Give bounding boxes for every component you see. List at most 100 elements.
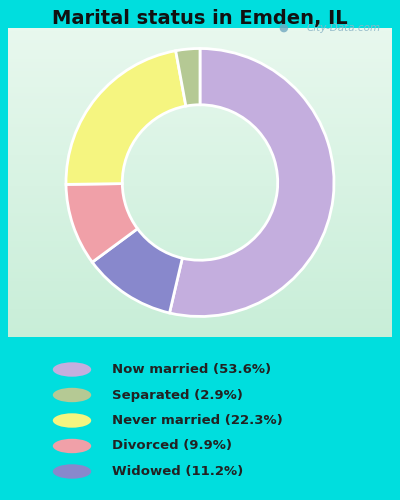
Bar [8,46,392,50]
Bar [8,210,392,214]
Bar [8,275,392,278]
Bar [8,93,392,96]
Wedge shape [66,184,138,262]
Bar [8,316,392,318]
Text: Separated (2.9%): Separated (2.9%) [112,388,243,402]
Text: Widowed (11.2%): Widowed (11.2%) [112,465,243,478]
Bar [8,173,392,176]
Bar [8,306,392,309]
Bar [8,256,392,260]
Bar [8,112,392,114]
Bar [8,324,392,328]
Bar [8,186,392,188]
Bar [8,235,392,238]
Bar [8,59,392,62]
Text: Marital status in Emden, IL: Marital status in Emden, IL [52,9,348,28]
Bar [8,44,392,46]
Bar [8,176,392,180]
Bar [8,68,392,71]
Wedge shape [66,50,186,184]
Text: ●: ● [278,22,288,32]
Wedge shape [176,48,200,106]
Bar [8,114,392,117]
Circle shape [53,464,91,478]
Bar [8,105,392,108]
Bar [8,328,392,331]
Bar [8,192,392,195]
Bar [8,96,392,99]
Bar [8,266,392,269]
Bar [8,180,392,182]
Bar [8,164,392,167]
Bar [8,204,392,207]
Bar [8,250,392,254]
Bar [8,102,392,105]
Text: Now married (53.6%): Now married (53.6%) [112,363,271,376]
Bar [8,78,392,80]
Bar [8,154,392,158]
Wedge shape [170,48,334,316]
Bar [8,108,392,112]
Bar [8,318,392,322]
Bar [8,118,392,120]
Bar [8,167,392,170]
Text: Never married (22.3%): Never married (22.3%) [112,414,283,427]
Bar [8,244,392,248]
Bar [8,272,392,275]
Bar [8,161,392,164]
Bar [8,207,392,210]
Bar [8,133,392,136]
Bar [8,297,392,300]
Wedge shape [92,228,182,313]
Bar [8,309,392,312]
Bar [8,232,392,235]
Bar [8,284,392,288]
Bar [8,303,392,306]
Bar [8,222,392,226]
Bar [8,62,392,65]
Bar [8,34,392,37]
Bar [8,201,392,204]
Bar [8,312,392,316]
Bar [8,214,392,216]
Bar [8,152,392,154]
Bar [8,86,392,90]
Bar [8,182,392,186]
Bar [8,269,392,272]
Circle shape [53,439,91,453]
Bar [8,294,392,297]
Bar [8,220,392,222]
Circle shape [53,362,91,376]
Bar [8,282,392,284]
Bar [8,71,392,74]
Bar [8,188,392,192]
Bar [8,322,392,324]
Bar [8,90,392,93]
Bar [8,195,392,198]
Bar [8,254,392,256]
Bar [8,142,392,146]
Bar [8,130,392,133]
Bar [8,136,392,139]
Bar [8,216,392,220]
Bar [8,290,392,294]
Bar [8,84,392,86]
Bar [8,260,392,263]
Bar [8,263,392,266]
Bar [8,124,392,127]
Bar [8,65,392,68]
Bar [8,198,392,201]
Bar [8,334,392,337]
Circle shape [53,414,91,428]
Bar [8,226,392,229]
Bar [8,127,392,130]
Bar [8,80,392,84]
Bar [8,31,392,34]
Bar [8,238,392,241]
Bar [8,158,392,161]
Bar [8,170,392,173]
Bar [8,52,392,56]
Bar [8,50,392,52]
Bar [8,28,392,31]
Bar [8,37,392,40]
